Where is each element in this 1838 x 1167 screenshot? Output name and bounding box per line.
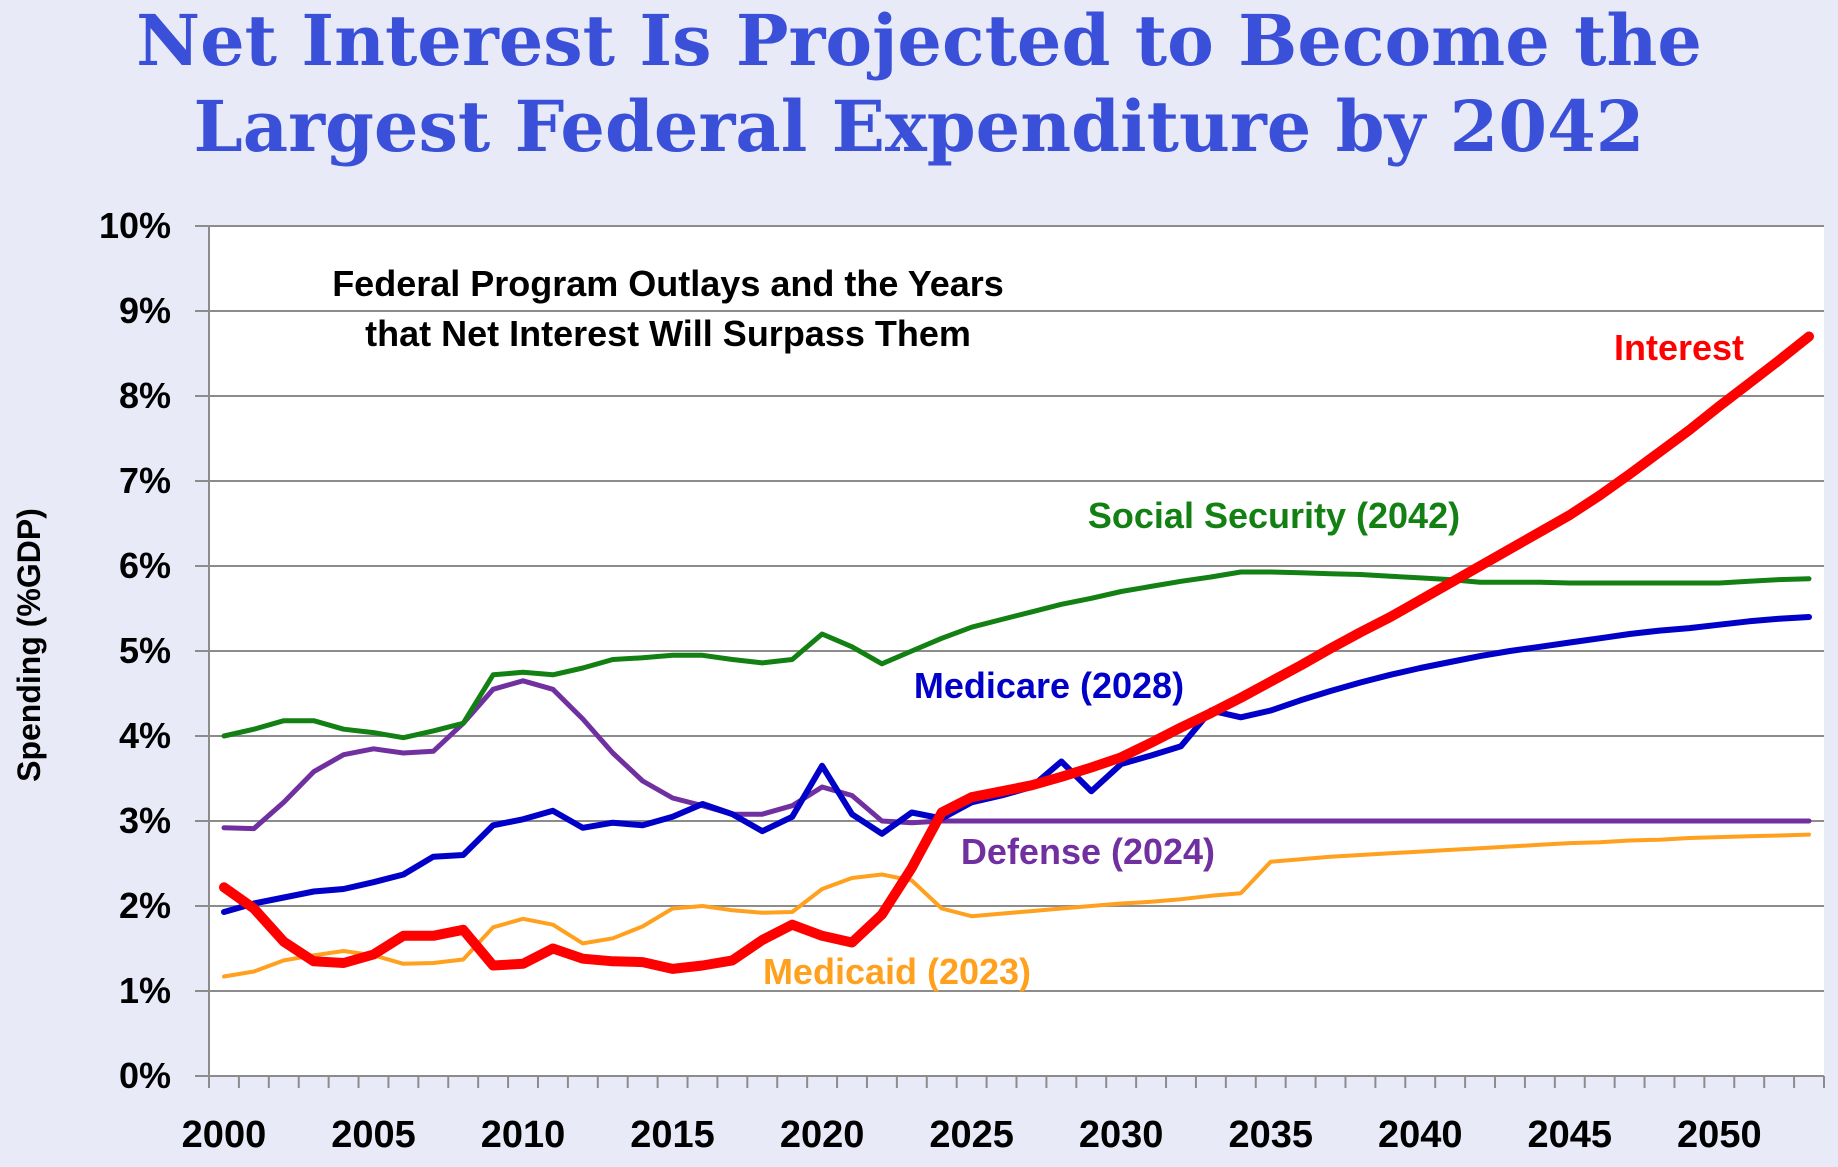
chart-title: Net Interest Is Projected to Become the … — [0, 0, 1838, 170]
series-line-interest — [219, 331, 1814, 974]
y-tick-label: 6% — [119, 545, 171, 586]
y-axis-label: Spending (%GDP) — [11, 508, 47, 782]
y-tick-label: 4% — [119, 715, 171, 756]
annotation-line-2: that Net Interest Will Surpass Them — [365, 313, 971, 354]
annotation-line-1: Federal Program Outlays and the Years — [332, 263, 1004, 304]
y-tick-label: 8% — [119, 375, 171, 416]
y-tick-label: 10% — [99, 205, 171, 246]
series-label-medicaid: Medicaid (2023) — [763, 951, 1031, 992]
series-label-social-security: Social Security (2042) — [1088, 495, 1460, 536]
x-tick-label: 2015 — [630, 1114, 715, 1156]
y-tick-label: 1% — [119, 970, 171, 1011]
x-tick-label: 2045 — [1528, 1114, 1613, 1156]
x-tick-label: 2050 — [1677, 1114, 1762, 1156]
y-tick-label: 5% — [119, 630, 171, 671]
x-tick-label: 2000 — [182, 1114, 267, 1156]
x-tick-label: 2035 — [1228, 1114, 1313, 1156]
x-tick-label: 2040 — [1378, 1114, 1463, 1156]
y-tick-label: 2% — [119, 885, 171, 926]
x-tick-label: 2005 — [331, 1114, 416, 1156]
series-label-medicare: Medicare (2028) — [914, 665, 1184, 706]
y-tick-label: 3% — [119, 800, 171, 841]
title-line-2: Largest Federal Expenditure by 2042 — [193, 85, 1645, 168]
y-tick-label: 0% — [119, 1055, 171, 1096]
series-label-defense: Defense (2024) — [961, 831, 1215, 872]
series-label-interest: Interest — [1614, 327, 1744, 368]
series-line-medicaid — [222, 832, 1811, 979]
x-tick-label: 2025 — [929, 1114, 1014, 1156]
x-tick-label: 2020 — [780, 1114, 865, 1156]
series-line-defense — [221, 678, 1812, 832]
x-tick-label: 2010 — [481, 1114, 566, 1156]
y-tick-label: 9% — [119, 290, 171, 331]
series-line-social-security — [221, 569, 1812, 741]
title-line-1: Net Interest Is Projected to Become the — [136, 0, 1702, 82]
x-tick-label: 2030 — [1079, 1114, 1164, 1156]
y-tick-label: 7% — [119, 460, 171, 501]
